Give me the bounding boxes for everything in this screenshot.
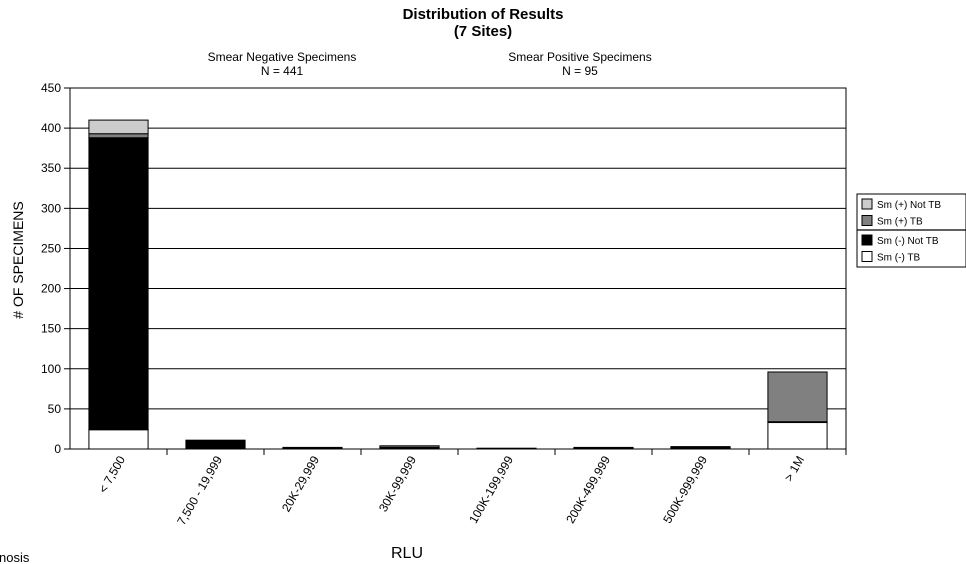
bar-segment-sm-not-tb [185, 439, 246, 450]
x-axis: < 7,500 7,500 - 19,999 20K-29,999 30K-99,99… [96, 449, 847, 528]
plot-frame [69, 87, 847, 450]
legend-swatch-sm-tb [861, 215, 873, 226]
y-tick-label: 0 [54, 442, 61, 456]
legend-swatch-sm-tb [861, 251, 873, 262]
x-tick-label: 30K-99,999 [376, 453, 419, 514]
x-tick-label: < 7,500 [96, 453, 128, 495]
y-tick-label: 300 [41, 201, 61, 215]
legend-label-sm-tb: Sm (+) TB [877, 217, 923, 228]
x-tick-label: 20K-29,999 [279, 453, 322, 514]
bar-segment-sm-not-tb [88, 137, 149, 431]
y-tick-label: 250 [41, 241, 61, 255]
x-tick-label: > 1M [781, 454, 807, 484]
y-tick-label: 50 [48, 402, 62, 416]
gridlines [70, 127, 846, 410]
annotation-smear-positive-label: Smear Positive Specimens [508, 50, 651, 64]
y-tick-label: 450 [41, 81, 61, 95]
bar-segment-sm-tb [670, 446, 731, 448]
y-tick-label: 350 [41, 161, 61, 175]
legend: Sm (+) Not TB Sm (+) TB Sm (-) Not TB Sm (-… [856, 193, 966, 268]
y-tick-label: 200 [41, 282, 61, 296]
y-tick-label: 400 [41, 121, 61, 135]
legend-label-sm-not-tb: Sm (-) Not TB [877, 236, 939, 247]
legend-label-sm-tb: Sm (-) TB [877, 253, 920, 264]
bar-segment-sm-tb [379, 445, 440, 448]
footer-fragment: nosis [0, 550, 30, 564]
chart-title: Distribution of Results [403, 6, 564, 23]
y-tick-label: 150 [41, 322, 61, 336]
annotation-smear-positive-n: N = 95 [562, 64, 598, 78]
legend-label-sm-not-tb: Sm (+) Not TB [877, 200, 941, 211]
legend-swatch-sm-not-tb [861, 198, 873, 210]
y-axis: 0 50 100 150 200 250 300 350 400 450 [41, 81, 70, 456]
x-tick-label: 100K-199,999 [466, 453, 516, 526]
x-tick-label: 200K-499,999 [563, 453, 613, 526]
chart-title-line2: (7 Sites) [454, 23, 512, 40]
bar-segment-sm-tb [767, 371, 828, 423]
annotation-smear-negative-n: N = 441 [261, 64, 304, 78]
x-axis-label: RLU [391, 545, 423, 562]
bar-segment-sm-tb [88, 429, 149, 450]
x-tick-label: 7,500 - 19,999 [174, 453, 225, 527]
bar-segment-sm-not-tb [88, 119, 149, 135]
bars [88, 119, 828, 450]
x-tick-label: 500K-999,999 [660, 453, 710, 526]
y-axis-label: # OF SPECIMENS [10, 201, 26, 318]
y-tick-label: 100 [41, 362, 61, 376]
legend-swatch-sm-not-tb [861, 234, 873, 246]
bar-segment-sm-tb [767, 422, 828, 450]
bar-segment-sm-tb [88, 133, 149, 139]
annotation-smear-negative-label: Smear Negative Specimens [208, 50, 357, 64]
